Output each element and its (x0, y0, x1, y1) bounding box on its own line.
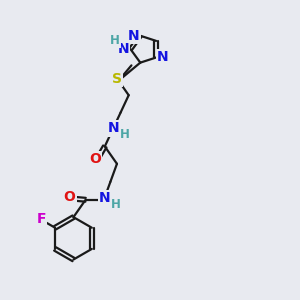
Text: N: N (107, 122, 119, 135)
Text: N: N (128, 29, 140, 43)
Text: F: F (37, 212, 46, 226)
Text: N: N (157, 50, 168, 64)
Text: O: O (89, 152, 101, 166)
Text: H: H (110, 34, 120, 47)
Text: N: N (117, 42, 129, 56)
Text: N: N (99, 191, 110, 205)
Text: O: O (64, 190, 75, 204)
Text: H: H (111, 198, 121, 211)
Text: H: H (120, 128, 130, 141)
Text: S: S (112, 72, 122, 86)
